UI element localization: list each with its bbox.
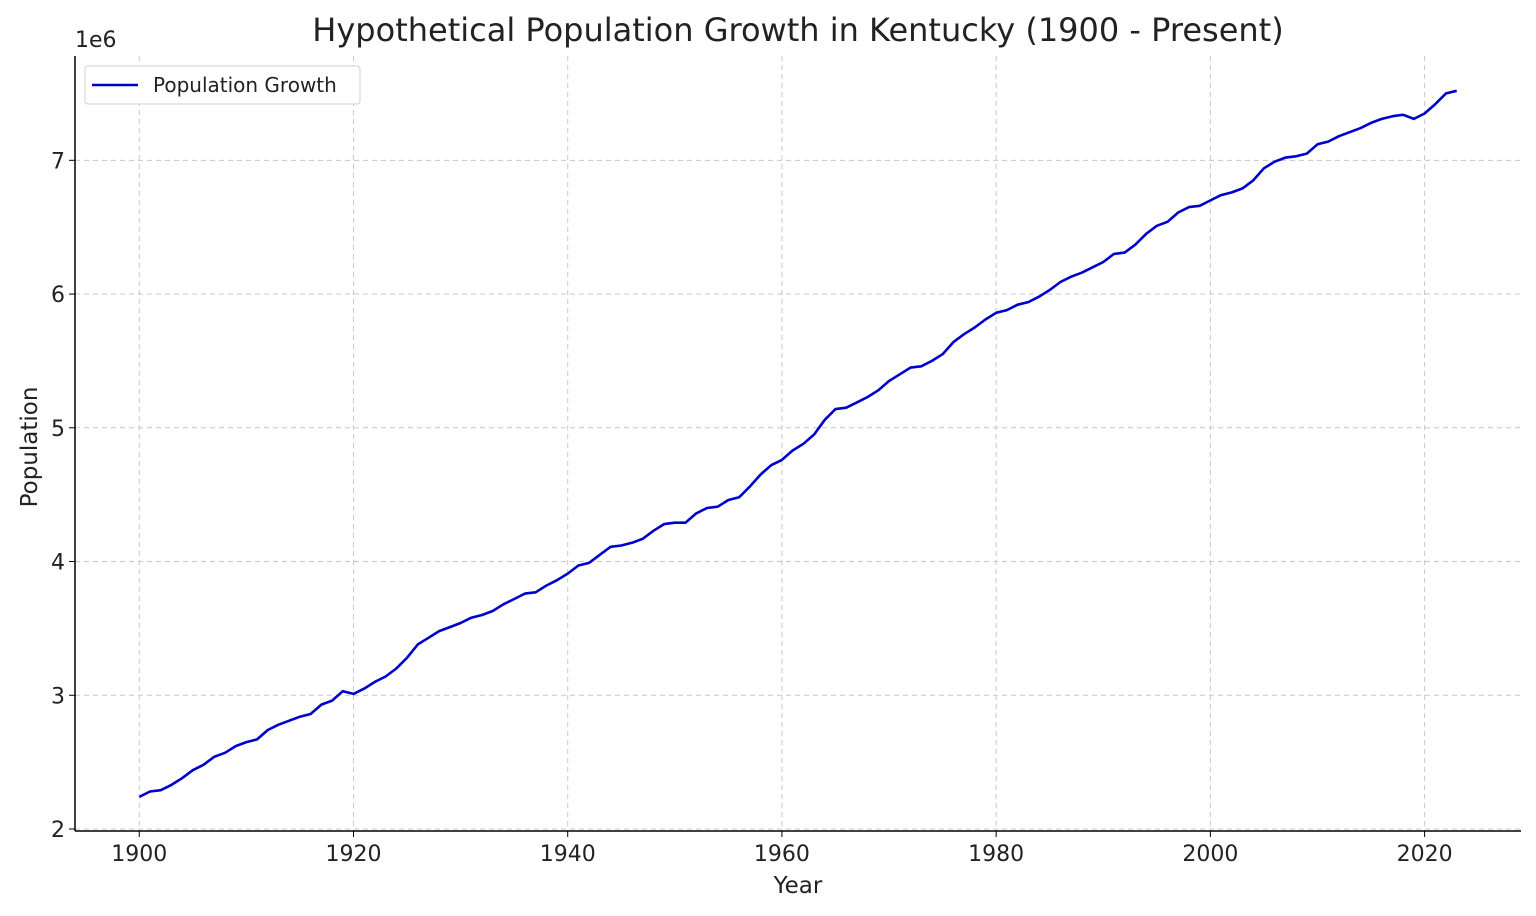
x-tick-label: 1940 [540, 842, 596, 867]
x-tick-label: 1960 [754, 842, 810, 867]
legend: Population Growth [84, 65, 361, 105]
y-offset-label: 1e6 [75, 28, 117, 53]
x-tick-label: 2020 [1397, 842, 1453, 867]
legend-label: Population Growth [153, 73, 337, 97]
y-tick-label: 5 [51, 417, 65, 442]
x-tick-label: 1900 [111, 842, 167, 867]
x-tick-label: 1920 [325, 842, 381, 867]
y-tick-label: 4 [51, 551, 65, 576]
y-axis-label: Population [17, 387, 43, 508]
y-tick-label: 7 [51, 149, 65, 174]
grid [75, 56, 1521, 831]
series-line-population-growth [138, 89, 1458, 799]
ticks: 1900 1920 1940 1960 1980 2000 2020 2 3 4 5 6 7 [51, 149, 1453, 867]
y-tick-label: 6 [51, 283, 65, 308]
y-tick-label: 3 [51, 684, 65, 709]
chart-title: Hypothetical Population Growth in Kentuc… [312, 11, 1283, 49]
y-tick-label: 2 [51, 818, 65, 843]
legend-box [84, 65, 361, 105]
x-tick-label: 2000 [1182, 842, 1238, 867]
x-axis-label: Year [773, 873, 823, 899]
x-tick-label: 1980 [968, 842, 1024, 867]
